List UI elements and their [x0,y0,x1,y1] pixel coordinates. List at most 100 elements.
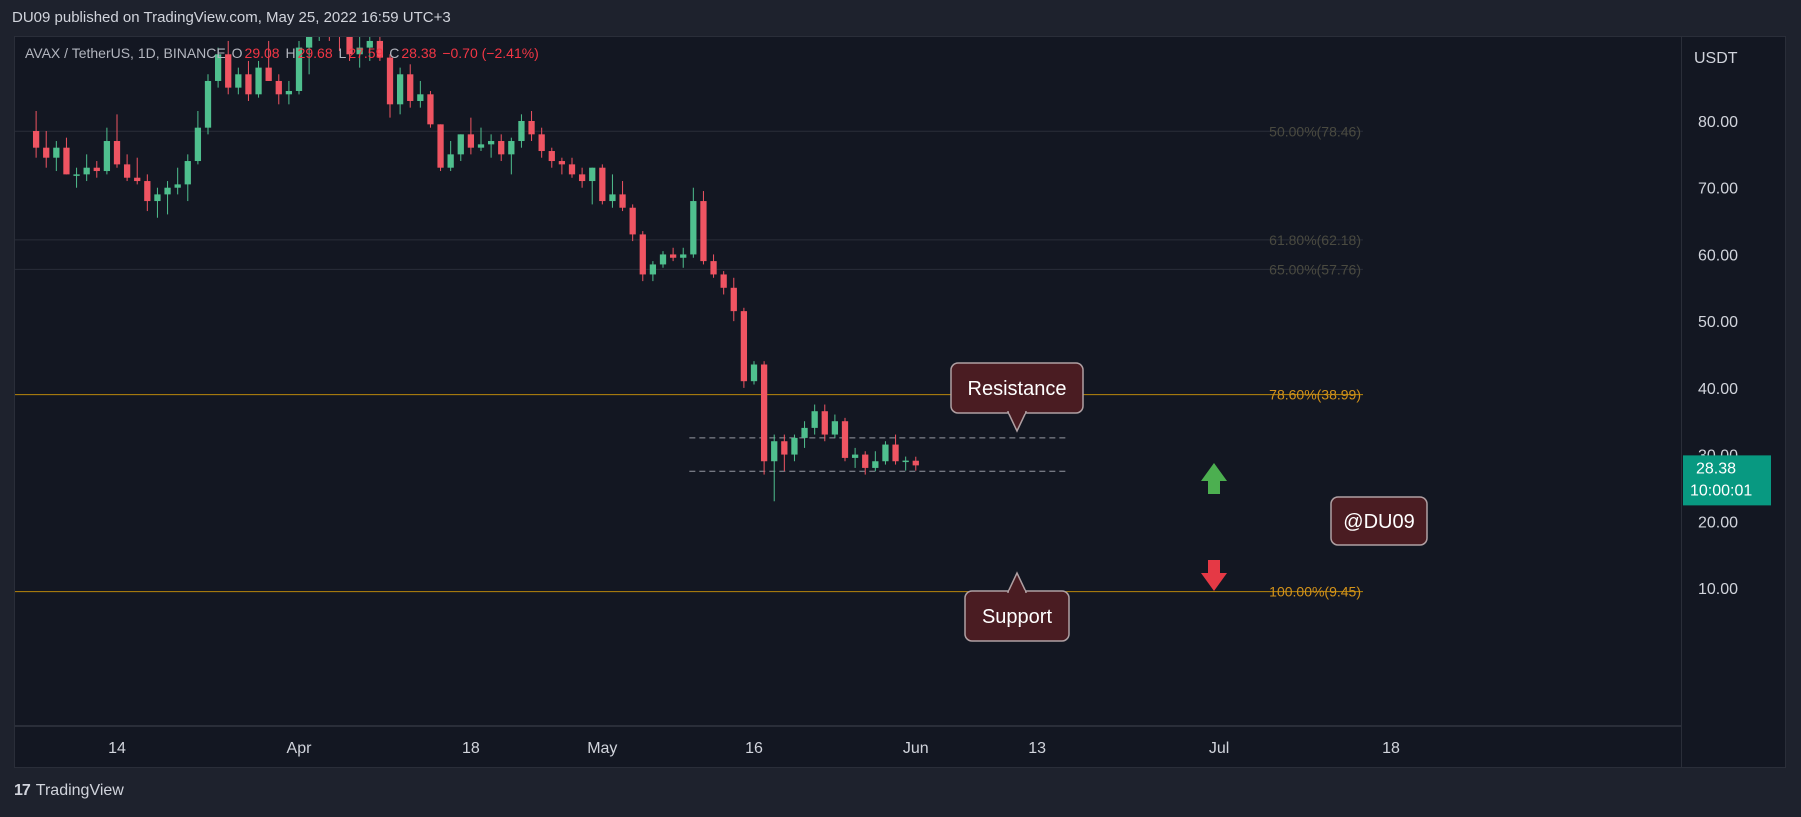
candle[interactable] [144,174,151,212]
candle[interactable] [791,434,798,462]
candle[interactable] [487,134,495,158]
candle[interactable] [184,154,191,202]
candle[interactable] [528,110,535,142]
time-axis[interactable]: 14 Apr 18 May 16 Jun 13 Jul 18 [14,726,1682,768]
support-label[interactable]: Support [964,571,1070,642]
candle[interactable] [730,277,737,322]
candle[interactable] [700,191,707,265]
candle[interactable] [326,37,332,41]
candle[interactable] [134,157,141,185]
candle[interactable] [43,131,50,168]
candle[interactable] [63,137,70,175]
symbol-legend[interactable]: AVAX / TetherUS, 1D, BINANCE O 29.08 H 29.… [25,45,541,61]
candle[interactable] [225,40,232,95]
candle[interactable] [123,154,131,182]
price-axis[interactable]: USDT 10.0020.0030.0040.0050.0060.0070.00… [1682,36,1786,768]
candle[interactable] [255,60,262,98]
time-tick-label: Jun [903,740,929,757]
candle[interactable] [386,54,394,118]
candlestick-chart[interactable]: 50.00%(78.46) 61.80%(62.18) 65.00%(57.76) 7… [15,37,1681,725]
candle[interactable] [710,254,717,278]
candle[interactable] [821,404,828,442]
candle[interactable] [32,110,40,158]
candle[interactable] [194,110,202,165]
chart-pane[interactable]: 50.00%(78.46) 61.80%(62.18) 65.00%(57.76) 7… [14,36,1682,726]
candle[interactable] [356,37,363,68]
candle[interactable] [872,451,879,472]
candle[interactable] [447,141,454,172]
candle[interactable] [771,434,778,502]
candle[interactable] [568,157,576,178]
candle[interactable] [609,174,616,208]
candle[interactable] [113,114,121,168]
candle[interactable] [336,37,342,51]
candle[interactable] [862,451,869,475]
candle[interactable] [376,37,384,61]
candle[interactable] [396,67,404,115]
candle[interactable] [619,181,626,212]
candle[interactable] [760,361,768,475]
candle[interactable] [346,37,353,61]
candle[interactable] [417,80,424,108]
candle[interactable] [316,37,322,41]
candle[interactable] [659,251,667,268]
candle[interactable] [649,261,657,282]
candle[interactable] [680,247,687,268]
candle[interactable] [366,37,373,61]
resistance-label[interactable]: Resistance [950,362,1084,433]
candle[interactable] [599,164,606,205]
candle[interactable] [548,147,555,168]
candle[interactable] [295,40,303,95]
candle[interactable] [518,114,525,148]
footer-brand[interactable]: 17 TradingView [14,782,124,800]
candle[interactable] [427,90,434,128]
candle[interactable] [477,127,485,152]
candle[interactable] [882,441,889,465]
candle[interactable] [437,124,444,172]
candle[interactable] [214,47,222,88]
candle[interactable] [73,167,80,188]
candle[interactable] [174,167,181,195]
symbol-name[interactable]: AVAX / TetherUS, 1D, BINANCE [25,45,226,61]
candle[interactable] [781,434,788,472]
candle[interactable] [892,434,899,465]
candle[interactable] [740,307,748,388]
candle[interactable] [538,127,545,158]
candle[interactable] [639,231,646,282]
candle[interactable] [902,456,909,471]
candle[interactable] [831,414,839,438]
candle[interactable] [801,421,808,448]
candle[interactable] [457,134,464,162]
published-header: DU09 published on TradingView.com, May 2… [12,9,451,26]
candle[interactable] [841,417,849,462]
candle[interactable] [578,167,586,188]
candle[interactable] [285,80,293,105]
candle[interactable] [204,74,212,135]
candle[interactable] [498,134,505,162]
candle[interactable] [508,137,515,175]
candle[interactable] [589,167,596,205]
candle[interactable] [558,157,566,175]
candle[interactable] [669,247,677,262]
candle[interactable] [93,161,100,178]
candle[interactable] [164,181,171,215]
candle[interactable] [629,204,636,242]
candle[interactable] [275,74,282,105]
candle[interactable] [53,141,60,172]
author-label[interactable]: @DU09 [1330,496,1428,546]
candle[interactable] [83,154,90,182]
candle[interactable] [720,271,727,295]
candle[interactable] [265,40,272,81]
candle[interactable] [811,404,818,435]
candle[interactable] [851,447,859,468]
candle[interactable] [235,67,242,95]
candle[interactable] [103,127,111,175]
candle[interactable] [305,37,313,75]
candle[interactable] [467,117,475,155]
candle[interactable] [750,361,758,385]
candle[interactable] [912,456,919,471]
candle[interactable] [407,64,414,108]
candle[interactable] [154,187,161,218]
candle[interactable] [245,60,252,101]
candle[interactable] [690,187,697,258]
